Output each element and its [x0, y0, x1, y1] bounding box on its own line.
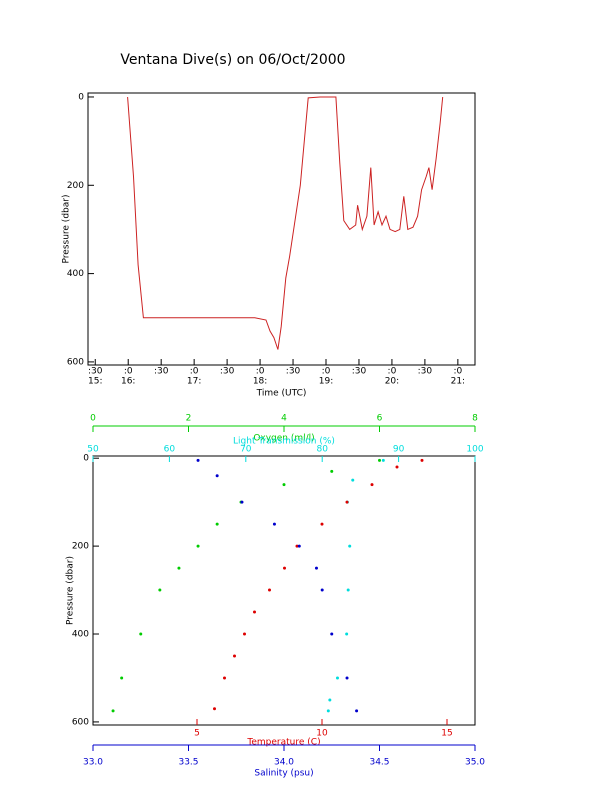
- profile-point: [268, 588, 271, 592]
- profile-point: [370, 483, 374, 487]
- x-hour-label: 17:: [187, 377, 201, 387]
- profile-point: [346, 588, 350, 592]
- x-tick-label: 34.5: [369, 758, 389, 768]
- x-tick-label: 0: [90, 414, 96, 424]
- profile-point: [223, 676, 226, 680]
- x-tick-label: :30: [418, 367, 433, 377]
- profile-point: [351, 478, 355, 482]
- profile-point: [330, 469, 334, 473]
- x-tick-label: :30: [220, 367, 235, 377]
- profile-point: [395, 465, 399, 469]
- profile-point: [295, 544, 299, 548]
- profile-point: [345, 676, 349, 680]
- x-tick-label: 33.5: [178, 758, 198, 768]
- x-tick-label: :30: [154, 367, 169, 377]
- profile-point: [355, 709, 359, 713]
- profile-point: [213, 707, 216, 711]
- x-tick-label: 2: [186, 414, 192, 424]
- profile-point: [348, 544, 352, 548]
- x-axis-label: Oxygen (ml/l): [253, 434, 314, 444]
- profile-point: [320, 522, 324, 526]
- profile-point: [320, 588, 324, 592]
- x-axis-label: Time (UTC): [256, 389, 307, 399]
- x-tick-label: :0: [453, 367, 462, 377]
- x-tick-label: 5: [194, 729, 200, 739]
- profile-point: [330, 632, 334, 636]
- x-tick-label: 90: [393, 445, 405, 455]
- profile-point: [243, 632, 246, 636]
- profile-point: [335, 676, 339, 680]
- profile-point: [196, 458, 200, 462]
- y-tick-label: 200: [67, 181, 84, 191]
- profile-point: [420, 458, 424, 462]
- profile-point: [120, 676, 124, 680]
- profile-point: [345, 632, 349, 636]
- y-tick-label: 600: [67, 357, 84, 367]
- profile-point: [345, 500, 349, 504]
- plot-frame: [92, 455, 476, 726]
- profile-point: [240, 500, 244, 504]
- profile-point: [233, 654, 236, 658]
- x-tick-label: 15: [441, 729, 452, 739]
- profile-point: [297, 544, 301, 548]
- x-axis-label: Light Transmission (%): [233, 437, 335, 447]
- x-axis-label: Temperature (C): [246, 738, 320, 748]
- x-tick-label: :0: [322, 367, 331, 377]
- x-hour-label: 21:: [451, 377, 465, 387]
- x-tick-label: :0: [256, 367, 265, 377]
- chart-title: Ventana Dive(s) on 06/Oct/2000: [120, 52, 345, 68]
- profile-point: [158, 588, 162, 592]
- x-tick-label: 70: [240, 445, 252, 455]
- profile-point: [272, 522, 276, 526]
- x-tick-label: :30: [352, 367, 367, 377]
- x-hour-label: 16:: [121, 377, 135, 387]
- y-tick-label: 600: [72, 717, 89, 727]
- x-tick-label: 60: [164, 445, 176, 455]
- y-tick-label: 0: [83, 454, 89, 464]
- y-axis-label: Pressure (dbar): [66, 556, 76, 625]
- profile-point: [139, 632, 143, 636]
- profile-point: [215, 474, 219, 478]
- pressure-line: [127, 96, 444, 350]
- x-tick-label: 6: [377, 414, 383, 424]
- x-tick-label: 50: [87, 445, 99, 455]
- profile-point: [111, 709, 115, 713]
- x-tick-label: 100: [466, 445, 483, 455]
- profile-point: [215, 522, 219, 526]
- x-tick-label: :0: [190, 367, 199, 377]
- y-tick-label: 200: [72, 542, 89, 552]
- x-tick-label: 80: [316, 445, 328, 455]
- plot-frame: [87, 92, 476, 366]
- x-tick-label: 34.0: [274, 758, 294, 768]
- x-tick-label: 35.0: [465, 758, 485, 768]
- profile-point: [378, 458, 381, 462]
- y-tick-label: 0: [78, 92, 84, 102]
- x-hour-label: 18:: [253, 377, 267, 387]
- x-tick-label: 10: [316, 729, 328, 739]
- x-tick-label: :30: [88, 367, 103, 377]
- profile-point: [328, 698, 332, 702]
- profile-point: [283, 566, 286, 570]
- x-tick-label: 33.0: [83, 758, 103, 768]
- x-hour-label: 15:: [88, 377, 102, 387]
- x-axis-label: Salinity (psu): [254, 769, 313, 779]
- profile-point: [196, 544, 200, 548]
- profile-point: [381, 458, 385, 462]
- x-hour-label: 20:: [385, 377, 399, 387]
- profile-point: [314, 566, 318, 570]
- x-tick-label: :0: [388, 367, 397, 377]
- x-tick-label: 8: [472, 414, 478, 424]
- x-tick-label: :0: [124, 367, 133, 377]
- y-tick-label: 400: [67, 269, 84, 279]
- y-tick-label: 400: [72, 630, 89, 640]
- x-tick-label: :30: [286, 367, 301, 377]
- profile-point: [282, 483, 286, 487]
- y-axis-label: Pressure (dbar): [62, 195, 72, 264]
- x-hour-label: 19:: [319, 377, 333, 387]
- profile-point: [326, 709, 330, 713]
- profile-point: [177, 566, 181, 570]
- x-tick-label: 4: [281, 414, 287, 424]
- profile-point: [253, 610, 256, 614]
